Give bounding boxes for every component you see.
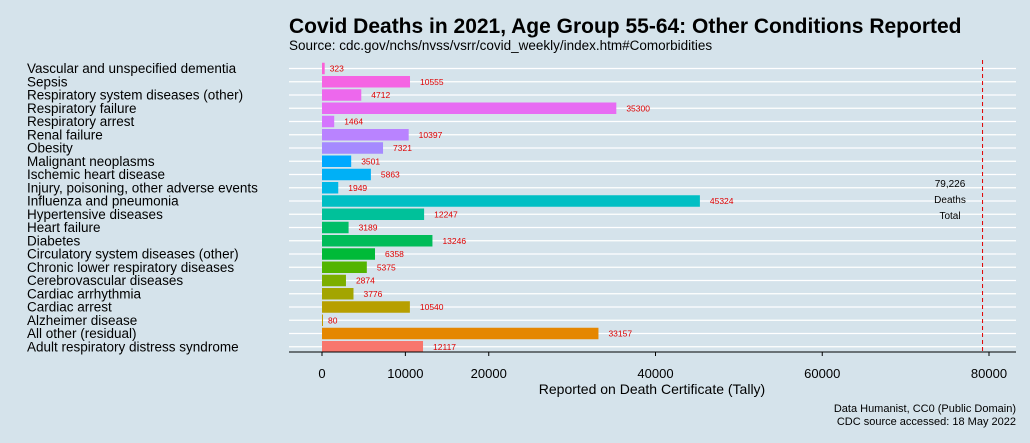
category-label: Respiratory system diseases (other) <box>27 88 243 103</box>
value-label: 1949 <box>348 183 367 193</box>
bar <box>322 288 354 300</box>
bar <box>322 221 349 234</box>
chart-title: Covid Deaths in 2021, Age Group 55-64: O… <box>289 15 962 38</box>
value-label: 12117 <box>433 342 456 352</box>
value-label: 3189 <box>359 223 378 233</box>
value-label: 12247 <box>434 209 458 219</box>
bar <box>322 168 371 181</box>
category-label: All other (residual) <box>27 326 137 341</box>
bar <box>322 89 362 101</box>
value-label: 7321 <box>393 143 412 153</box>
chart-subtitle: Source: cdc.gov/nchs/nvss/vsrr/covid_wee… <box>289 38 713 53</box>
total-annotation: Deaths <box>934 195 966 206</box>
value-label: 33157 <box>608 329 632 339</box>
category-label: Alzheimer disease <box>27 313 137 328</box>
value-label: 3501 <box>361 156 380 166</box>
bar <box>322 76 411 88</box>
bar <box>322 327 599 340</box>
category-label: Cerebrovascular diseases <box>27 273 183 288</box>
category-label: Circulatory system diseases (other) <box>27 247 239 262</box>
category-label: Chronic lower respiratory diseases <box>27 260 234 275</box>
category-label: Cardiac arrest <box>27 300 112 315</box>
value-label: 3776 <box>363 289 382 299</box>
category-label: Injury, poisoning, other adverse events <box>27 180 258 195</box>
caption-credit: Data Humanist, CC0 (Public Domain) <box>833 403 1016 415</box>
bar <box>322 274 346 287</box>
category-label: Obesity <box>27 141 73 156</box>
value-label: 35300 <box>626 103 650 113</box>
bar <box>322 102 617 114</box>
value-label: 1464 <box>344 117 363 127</box>
category-label: Heart failure <box>27 220 101 235</box>
bar <box>322 142 384 154</box>
value-label: 6358 <box>385 249 404 259</box>
category-label: Diabetes <box>27 233 81 248</box>
category-label: Adult respiratory distress syndrome <box>27 339 239 354</box>
bar <box>322 62 325 75</box>
total-annotation: Total <box>939 211 960 222</box>
value-label: 13246 <box>442 236 466 246</box>
bar <box>322 301 410 313</box>
value-label: 10397 <box>419 130 443 140</box>
x-axis-title: Reported on Death Certificate (Tally) <box>539 381 765 397</box>
bar <box>322 261 367 273</box>
bar <box>322 182 339 194</box>
category-label: Malignant neoplasms <box>27 154 155 169</box>
bar <box>322 235 433 247</box>
category-label: Respiratory arrest <box>27 114 135 129</box>
bar <box>322 115 335 128</box>
value-label: 2874 <box>356 276 375 286</box>
value-label: 10540 <box>420 302 444 312</box>
value-label: 5863 <box>381 170 400 180</box>
category-label: Respiratory failure <box>27 101 137 116</box>
value-label: 323 <box>330 64 344 74</box>
total-annotation: 79,226 <box>935 179 966 190</box>
bar <box>322 208 425 220</box>
category-label: Vascular and unspecified dementia <box>27 61 237 76</box>
bar <box>322 341 424 353</box>
value-label: 5375 <box>377 262 396 272</box>
bar <box>322 195 700 207</box>
x-tick-label: 20000 <box>471 366 507 381</box>
bar <box>322 314 323 326</box>
category-label: Ischemic heart disease <box>27 167 165 182</box>
x-tick-label: 80000 <box>971 366 1007 381</box>
bar <box>322 155 352 167</box>
value-label: 4712 <box>371 90 390 100</box>
x-tick-label: 10000 <box>387 366 423 381</box>
x-tick-label: 0 <box>318 366 325 381</box>
category-label: Renal failure <box>27 127 103 142</box>
value-label: 45324 <box>710 196 734 206</box>
value-label: 10555 <box>420 77 444 87</box>
x-tick-label: 60000 <box>804 366 840 381</box>
bar <box>322 129 409 141</box>
caption-accessed: CDC source accessed: 18 May 2022 <box>836 416 1016 428</box>
category-label: Sepsis <box>27 74 68 89</box>
bar <box>322 248 376 260</box>
value-label: 80 <box>328 315 338 325</box>
x-tick-label: 40000 <box>637 366 673 381</box>
category-label: Influenza and pneumonia <box>27 194 179 209</box>
category-label: Cardiac arrhythmia <box>27 286 142 301</box>
category-label: Hypertensive diseases <box>27 207 163 222</box>
